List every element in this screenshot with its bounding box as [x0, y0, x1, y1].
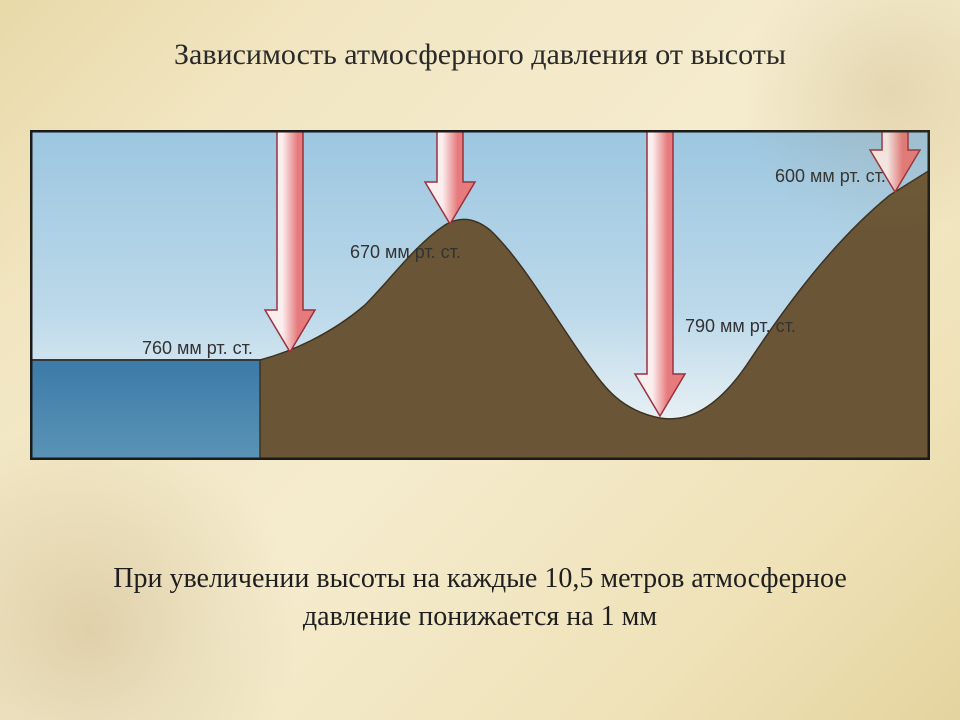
pressure-label: 600 мм рт. ст.	[775, 166, 886, 186]
pressure-diagram: 760 мм рт. ст. 670 мм рт. ст. 790 мм рт. с…	[30, 130, 930, 460]
pressure-label: 670 мм рт. ст.	[350, 242, 461, 262]
caption: При увеличении высоты на каждые 10,5 мет…	[0, 560, 960, 636]
title: Зависимость атмосферного давления от выс…	[0, 38, 960, 72]
pressure-label: 790 мм рт. ст.	[685, 316, 796, 336]
diagram-svg: 760 мм рт. ст. 670 мм рт. ст. 790 мм рт. с…	[30, 130, 930, 460]
page: Зависимость атмосферного давления от выс…	[0, 0, 960, 720]
caption-line-1: При увеличении высоты на каждые 10,5 мет…	[113, 563, 847, 594]
caption-line-2: давление понижается на 1 мм	[303, 601, 657, 632]
pressure-label: 760 мм рт. ст.	[142, 338, 253, 358]
